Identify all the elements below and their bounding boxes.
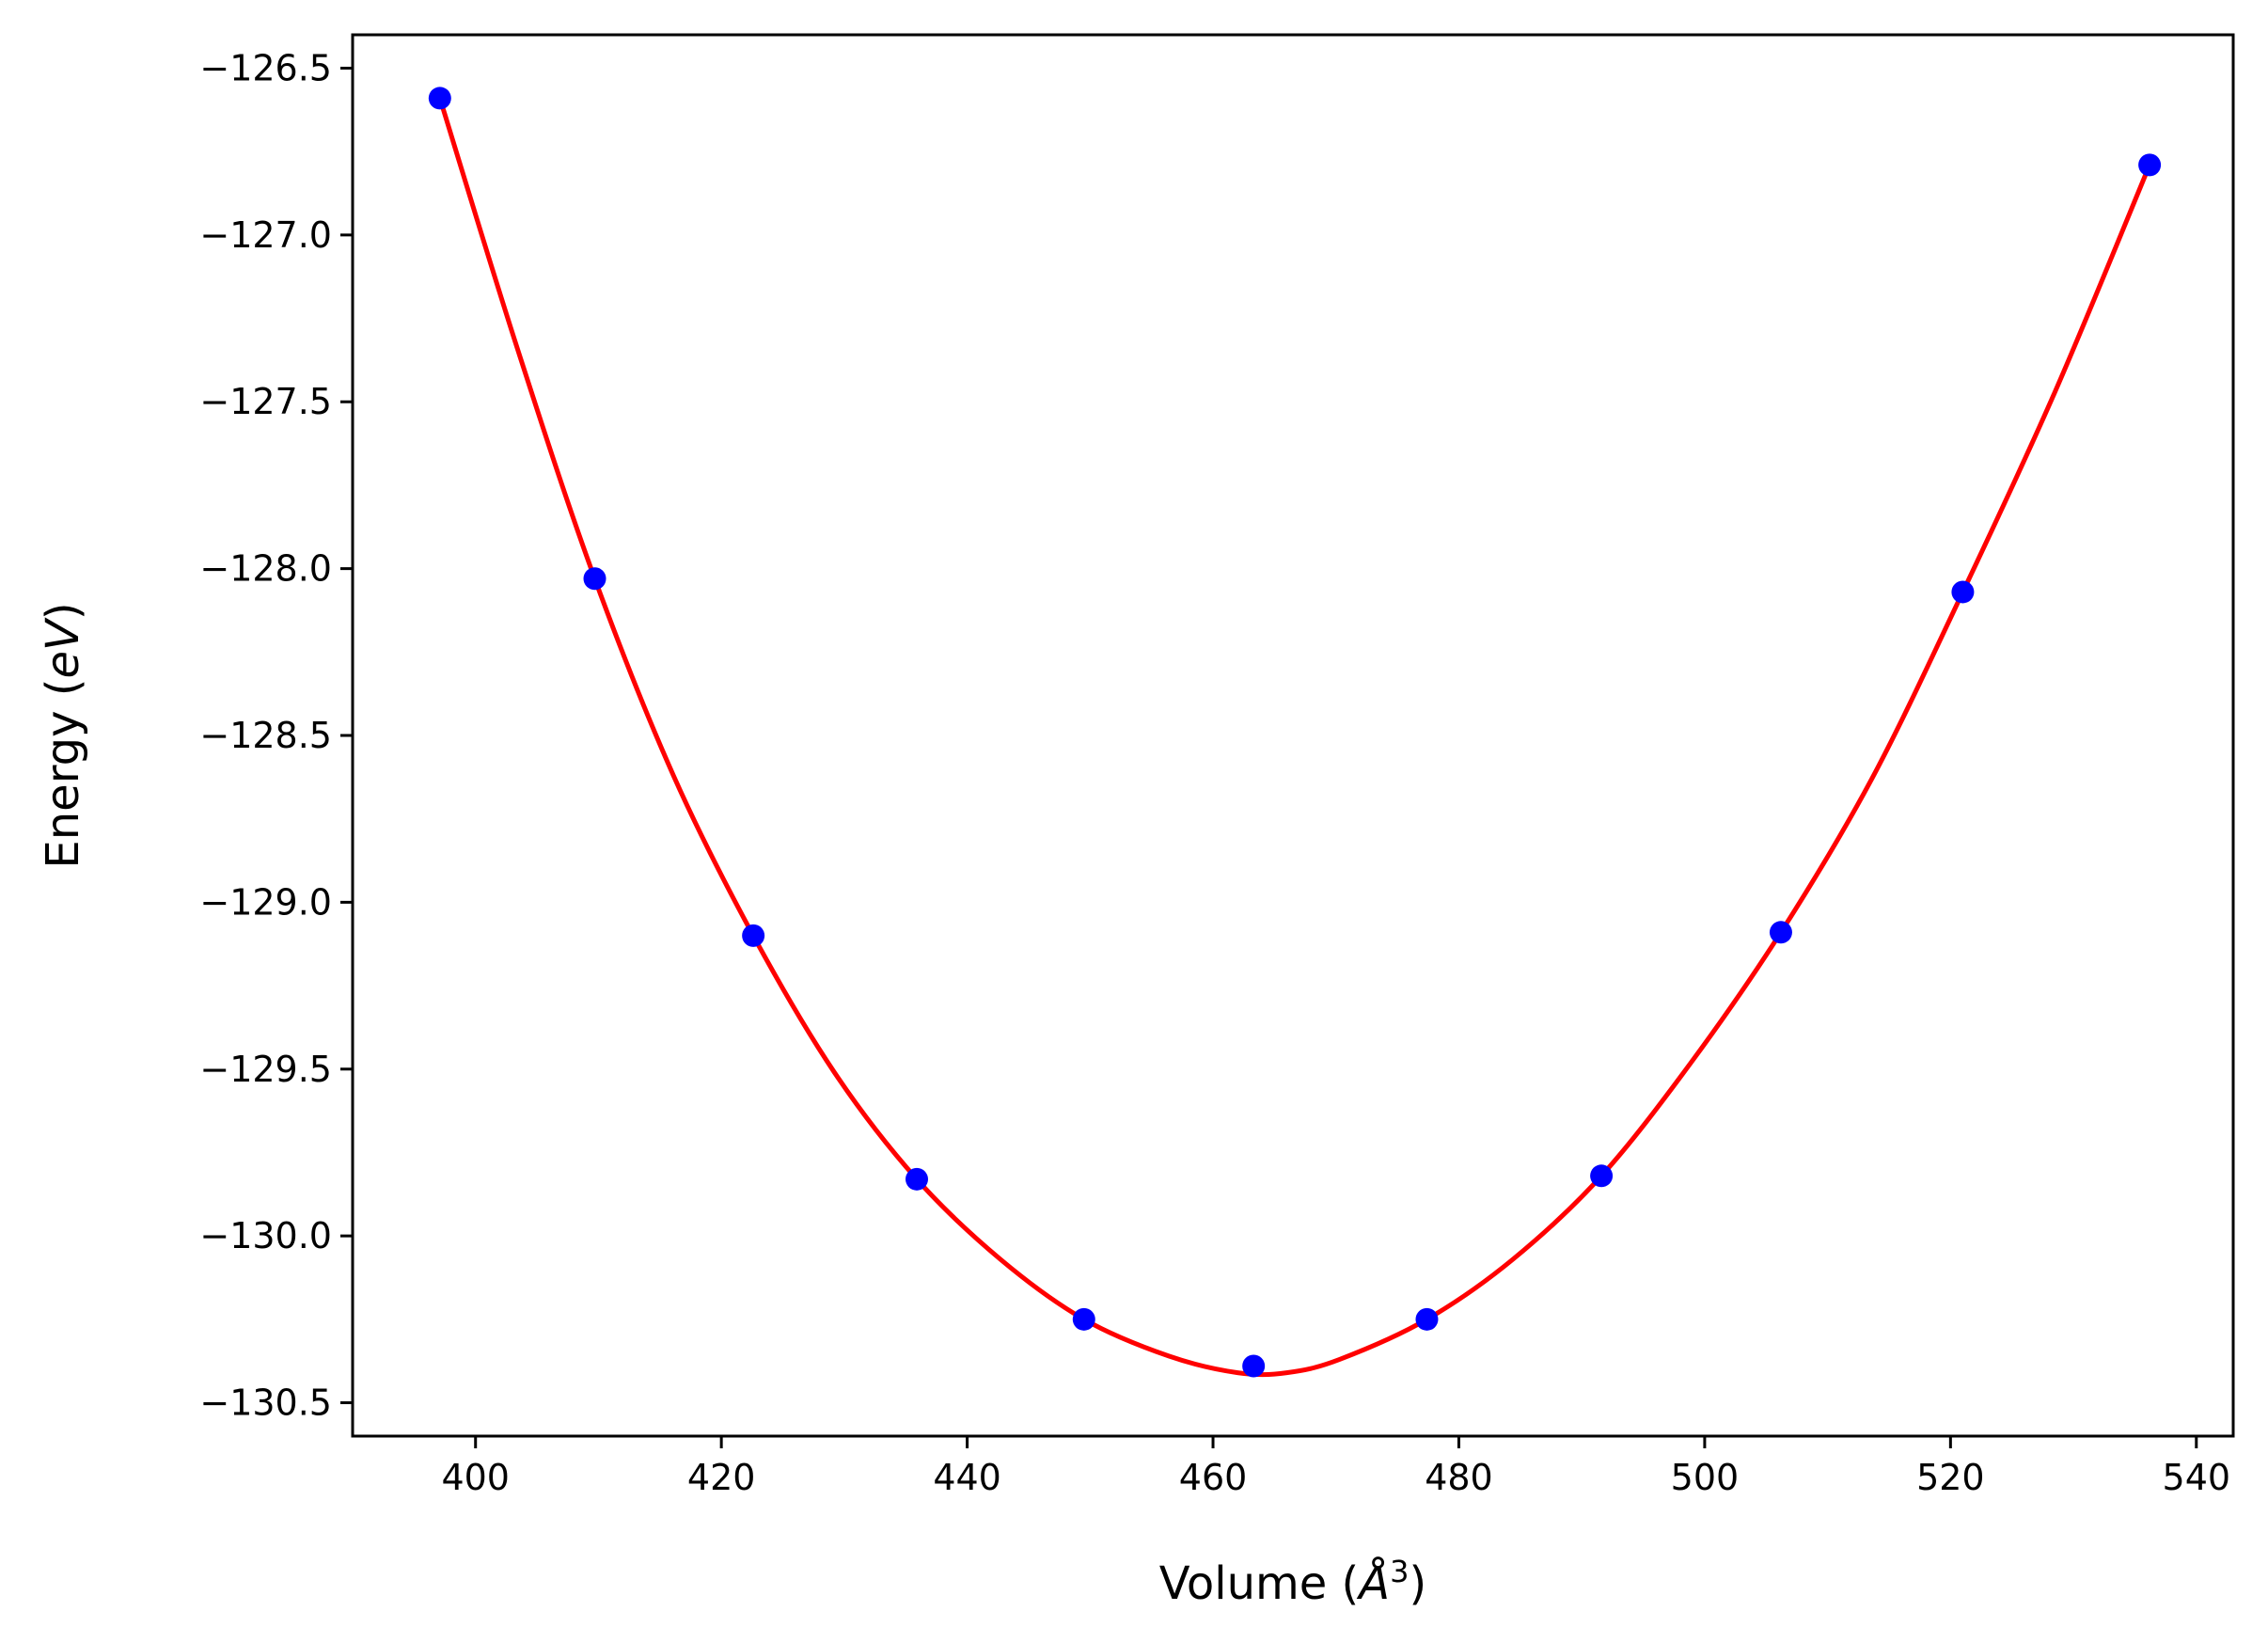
data-point — [1590, 1164, 1614, 1188]
data-point — [742, 924, 765, 947]
y-tick-label: −128.0 — [199, 548, 332, 590]
y-axis-label-symbol: eV — [37, 617, 89, 679]
y-tick-label: −128.5 — [199, 715, 332, 756]
x-axis-label-prefix: Volume ( — [1159, 1557, 1360, 1610]
data-point — [1242, 1354, 1266, 1378]
x-axis-label-exponent: 3 — [1390, 1554, 1409, 1589]
data-point — [906, 1167, 928, 1191]
x-axis-label: Volume (Å3) — [1159, 1554, 1426, 1610]
x-tick-label: 540 — [2163, 1457, 2231, 1498]
y-axis-label-prefix: Energy ( — [37, 679, 89, 869]
x-tick-label: 420 — [687, 1457, 756, 1498]
data-point — [2138, 153, 2162, 177]
x-tick-label: 480 — [1425, 1457, 1493, 1498]
y-axis-label-suffix: ) — [37, 602, 89, 620]
y-axis-label: Energy (eV) — [37, 602, 89, 868]
x-tick-label: 500 — [1671, 1457, 1740, 1498]
data-point — [428, 87, 451, 110]
x-axis: 400 420 440 460 480 500 520 540 — [441, 1436, 2230, 1498]
data-point — [1072, 1307, 1095, 1331]
y-tick-label: −127.0 — [199, 214, 332, 256]
x-axis-label-suffix: ) — [1409, 1557, 1426, 1610]
data-point — [1951, 580, 1975, 604]
x-tick-label: 460 — [1179, 1457, 1248, 1498]
x-tick-label: 400 — [441, 1457, 510, 1498]
y-tick-label: −129.0 — [199, 881, 332, 923]
data-point — [1769, 921, 1792, 944]
y-tick-label: −130.5 — [199, 1382, 332, 1424]
x-axis-label-symbol: Å — [1356, 1556, 1390, 1610]
data-point — [1415, 1307, 1439, 1331]
y-tick-label: −130.0 — [199, 1215, 332, 1256]
data-point — [583, 567, 606, 591]
data-points-layer — [428, 87, 2162, 1378]
y-tick-label: −126.5 — [199, 47, 332, 88]
x-tick-label: 440 — [933, 1457, 1001, 1498]
y-tick-label: −129.5 — [199, 1049, 332, 1090]
y-tick-label: −127.5 — [199, 381, 332, 422]
y-axis: −126.5 −127.0 −127.5 −128.0 −128.5 −129.0 −129… — [199, 47, 353, 1424]
x-tick-label: 520 — [1916, 1457, 1985, 1498]
